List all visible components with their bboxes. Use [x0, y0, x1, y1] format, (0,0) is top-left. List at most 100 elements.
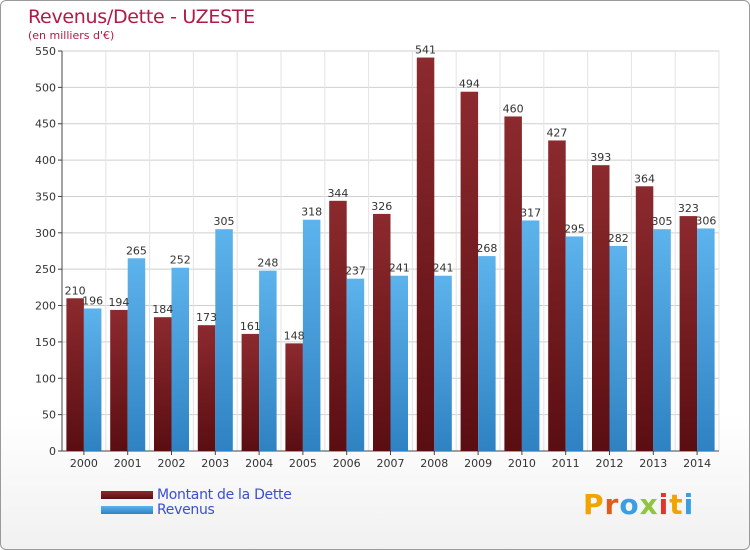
logo-letter: i — [683, 488, 695, 521]
y-tick-label: 250 — [35, 263, 56, 276]
x-tick-label: 2009 — [464, 457, 492, 470]
bar-revenus-2001 — [127, 258, 146, 451]
chart-subtitle: (en milliers d'€) — [28, 29, 115, 42]
bar-revenus-2014 — [697, 228, 715, 451]
x-tick-label: 2006 — [333, 457, 361, 470]
x-tick-label: 2014 — [683, 457, 711, 470]
y-tick-label: 100 — [35, 372, 56, 385]
y-tick-label: 300 — [35, 227, 56, 240]
data-label-revenus-2005: 318 — [301, 206, 322, 219]
data-label-dette-2000: 210 — [65, 284, 86, 297]
logo-letter: t — [669, 488, 684, 521]
data-label-dette-2009: 494 — [459, 78, 480, 91]
y-tick-label: 0 — [49, 445, 56, 458]
data-label-revenus-2007: 241 — [389, 262, 410, 275]
data-label-dette-2013: 364 — [634, 172, 655, 185]
bar-revenus-2009 — [478, 256, 496, 451]
proxiti-logo: Proxiti — [583, 488, 694, 521]
legend-item-dette: Montant de la Dette — [101, 486, 292, 503]
bar-dette-2014 — [679, 216, 698, 451]
y-tick-label: 350 — [35, 190, 56, 203]
data-label-dette-2005: 148 — [284, 329, 305, 342]
bar-revenus-2004 — [259, 270, 277, 451]
x-tick-label: 2010 — [508, 457, 536, 470]
x-tick-label: 2000 — [70, 457, 98, 470]
bar-dette-2003 — [197, 325, 216, 451]
data-label-dette-2010: 460 — [503, 102, 524, 115]
x-tick-label: 2007 — [377, 457, 405, 470]
x-tick-label: 2013 — [639, 457, 667, 470]
data-label-revenus-2010: 317 — [520, 206, 541, 219]
bar-dette-2011 — [548, 140, 566, 452]
data-label-dette-2006: 344 — [327, 187, 348, 200]
data-label-revenus-2014: 306 — [695, 214, 716, 227]
y-tick-label: 200 — [35, 300, 56, 313]
data-label-dette-2012: 393 — [590, 151, 611, 164]
y-tick-label: 450 — [35, 118, 56, 131]
logo-letter: o — [619, 488, 640, 521]
bar-revenus-2000 — [83, 308, 102, 451]
y-tick-label: 50 — [42, 409, 56, 422]
data-label-dette-2004: 161 — [240, 320, 261, 333]
legend-swatch-revenus — [101, 505, 153, 514]
bar-dette-2008 — [416, 57, 435, 451]
data-label-dette-2007: 326 — [371, 200, 392, 213]
bar-dette-2000 — [66, 298, 84, 451]
chart-title: Revenus/Dette - UZESTE — [28, 6, 255, 28]
data-label-dette-2014: 323 — [678, 202, 699, 215]
bar-revenus-2005 — [302, 219, 321, 451]
logo-letter: x — [639, 488, 659, 521]
bar-dette-2006 — [329, 200, 347, 451]
bar-dette-2009 — [460, 91, 479, 452]
logo-letter: P — [583, 488, 605, 521]
data-label-dette-2003: 173 — [196, 311, 217, 324]
data-label-revenus-2003: 305 — [214, 215, 235, 228]
bar-revenus-2006 — [346, 278, 365, 451]
logo-letter: r — [604, 488, 620, 521]
x-tick-label: 2004 — [245, 457, 273, 470]
bar-revenus-2011 — [565, 236, 584, 451]
bar-revenus-2013 — [653, 229, 671, 451]
bar-dette-2007 — [373, 213, 391, 451]
bar-dette-2012 — [592, 165, 610, 451]
bar-dette-2001 — [110, 309, 128, 451]
legend-label-dette: Montant de la Dette — [157, 486, 292, 503]
bar-revenus-2008 — [434, 275, 452, 451]
data-label-revenus-2012: 282 — [608, 232, 629, 245]
bar-revenus-2010 — [521, 220, 540, 451]
x-tick-label: 2001 — [114, 457, 142, 470]
logo-letter: i — [658, 488, 670, 521]
legend: Montant de la Dette Revenus — [101, 486, 292, 518]
bar-revenus-2012 — [609, 245, 627, 451]
data-label-revenus-2011: 295 — [564, 222, 585, 235]
x-tick-label: 2011 — [552, 457, 580, 470]
data-label-dette-2011: 427 — [546, 126, 567, 139]
x-tick-label: 2003 — [201, 457, 229, 470]
y-tick-label: 550 — [35, 45, 56, 58]
data-label-revenus-2006: 237 — [345, 265, 366, 278]
data-label-dette-2002: 184 — [152, 303, 173, 316]
data-label-revenus-2001: 265 — [126, 244, 147, 257]
bar-dette-2005 — [285, 343, 303, 451]
bar-dette-2010 — [504, 116, 522, 452]
data-label-revenus-2013: 305 — [652, 215, 673, 228]
x-tick-label: 2008 — [420, 457, 448, 470]
y-tick-label: 500 — [35, 81, 56, 94]
x-tick-label: 2005 — [289, 457, 317, 470]
bar-dette-2004 — [241, 333, 260, 451]
data-label-revenus-2000: 196 — [82, 294, 103, 307]
bar-dette-2002 — [154, 317, 172, 451]
y-tick-label: 150 — [35, 336, 56, 349]
x-tick-label: 2002 — [158, 457, 186, 470]
data-label-revenus-2004: 248 — [257, 257, 278, 270]
data-label-revenus-2009: 268 — [476, 242, 497, 255]
bar-dette-2013 — [635, 186, 654, 452]
data-label-revenus-2008: 241 — [433, 262, 454, 275]
x-tick-label: 2012 — [596, 457, 624, 470]
legend-item-revenus: Revenus — [101, 502, 292, 518]
bar-revenus-2007 — [390, 275, 408, 451]
data-label-dette-2008: 541 — [415, 44, 436, 57]
data-label-dette-2001: 194 — [108, 296, 129, 309]
bar-revenus-2003 — [215, 229, 233, 451]
